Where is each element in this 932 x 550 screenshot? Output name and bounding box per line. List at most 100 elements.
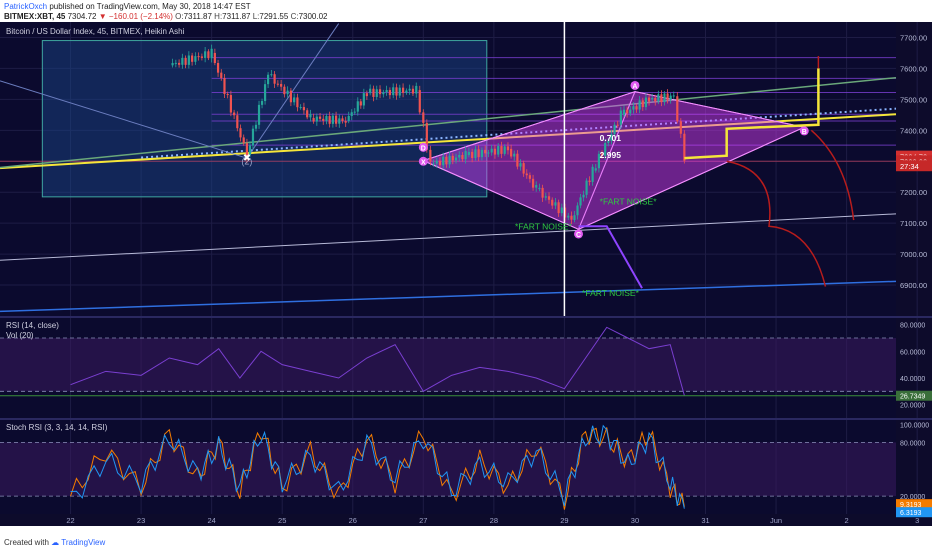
price-change: ▼ −160.01 (−2.14%) (98, 12, 173, 21)
candle-body (216, 62, 220, 73)
candle-body (579, 197, 582, 206)
time-axis-label: 25 (278, 516, 286, 525)
high-value: 7311.87 (222, 12, 251, 21)
candle-body (651, 97, 654, 100)
candle-body (365, 93, 368, 97)
candle-body (405, 90, 408, 93)
rsi-title: RSI (14, close) (6, 321, 59, 330)
candle-body (378, 89, 382, 95)
candle-body (435, 160, 438, 164)
candle-body (315, 116, 318, 122)
candle-body (213, 52, 216, 63)
rsi-axis-label: 20.0000 (900, 403, 925, 410)
fan-line (0, 80, 248, 159)
candle-body (442, 156, 445, 166)
candle-body (471, 151, 474, 159)
tradingview-brand[interactable]: TradingView (61, 538, 106, 547)
candle-body (567, 215, 570, 218)
time-axis-label: 30 (631, 516, 639, 525)
candle-body (487, 152, 490, 154)
candle-body (626, 109, 629, 114)
candle-body (591, 166, 594, 182)
candle-body (557, 202, 560, 214)
candle-body (676, 96, 679, 122)
candle-body (629, 109, 632, 114)
time-axis-label: 22 (66, 516, 74, 525)
chart-header: PatrickOxch published on TradingView.com… (4, 2, 251, 11)
candle-body (464, 150, 467, 160)
stoch-line (70, 424, 685, 509)
candle-body (644, 97, 648, 108)
candle-body (672, 95, 675, 97)
candle-body (513, 153, 516, 157)
projection-yellow (684, 68, 820, 160)
candle-body (242, 137, 245, 144)
stoch-band (0, 442, 896, 497)
candle-body (289, 90, 292, 103)
time-axis-label: 23 (137, 516, 145, 525)
candle-body (519, 163, 522, 167)
candle-body (273, 74, 276, 84)
time-axis-label: 26 (349, 516, 357, 525)
candle-body (522, 163, 525, 174)
candle-body (286, 90, 289, 95)
pattern-point-label: C (576, 232, 581, 239)
candle-body (210, 48, 213, 59)
candle-body (477, 149, 480, 158)
candle-body (375, 89, 378, 97)
cross-marker: ✖ (243, 153, 251, 164)
price-tag-label: 27:34 (900, 162, 919, 171)
price-axis-label: 7400.00 (900, 126, 927, 135)
price-axis-label: 7200.00 (900, 188, 927, 197)
candle-body (270, 74, 273, 76)
support-trendline (0, 113, 897, 170)
candle-body (454, 157, 458, 161)
stoch-axis-label: 100.0000 (900, 422, 929, 429)
candle-body (220, 72, 223, 78)
candle-body (223, 77, 226, 95)
pattern-point-label: D (421, 145, 426, 152)
price-axis-label: 7000.00 (900, 250, 927, 259)
candle-body (551, 199, 554, 206)
candle-body (177, 62, 181, 65)
candle-body (445, 156, 448, 165)
time-axis-label: 27 (419, 516, 427, 525)
pattern-point-label: X (421, 159, 426, 166)
stoch-axis-label: 20.0000 (900, 494, 925, 501)
candle-body (554, 202, 557, 206)
candle-body (328, 116, 331, 124)
candle-body (647, 97, 651, 102)
candle-body (610, 134, 613, 141)
candle-body (401, 87, 405, 93)
candle-body (359, 101, 362, 106)
publish-info: published on TradingView.com, May 30, 20… (49, 2, 251, 11)
candle-body (266, 74, 270, 85)
fan-line (246, 23, 340, 159)
candle-body (660, 94, 663, 103)
candle-body (531, 178, 535, 188)
candle-body (344, 121, 347, 123)
time-axis-label: 2 (845, 516, 849, 525)
created-with-label: Created with (4, 538, 49, 547)
author-name[interactable]: PatrickOxch (4, 2, 48, 11)
candle-body (353, 111, 356, 113)
candle-body (594, 168, 597, 171)
candle-body (654, 97, 657, 102)
candle-body (388, 90, 392, 96)
chart-canvas[interactable]: DX A B C (2)✖ 0.701 2.995 *FART NOISE* *FART NOI… (0, 22, 932, 530)
candle-body (582, 194, 585, 198)
candle-body (641, 100, 644, 108)
upper-trendline (0, 76, 897, 169)
candle-body (576, 205, 579, 216)
candle-body (276, 83, 279, 85)
rsi-line (70, 326, 685, 396)
price-axis-bg (896, 22, 932, 514)
base-trendline (0, 280, 897, 313)
candle-body (181, 57, 184, 65)
time-axis-label: 28 (490, 516, 498, 525)
candle-body (429, 149, 432, 162)
candle-body (613, 124, 616, 135)
candle-body (493, 148, 497, 155)
candle-body (239, 128, 242, 138)
pattern-point-label: A (632, 83, 637, 90)
